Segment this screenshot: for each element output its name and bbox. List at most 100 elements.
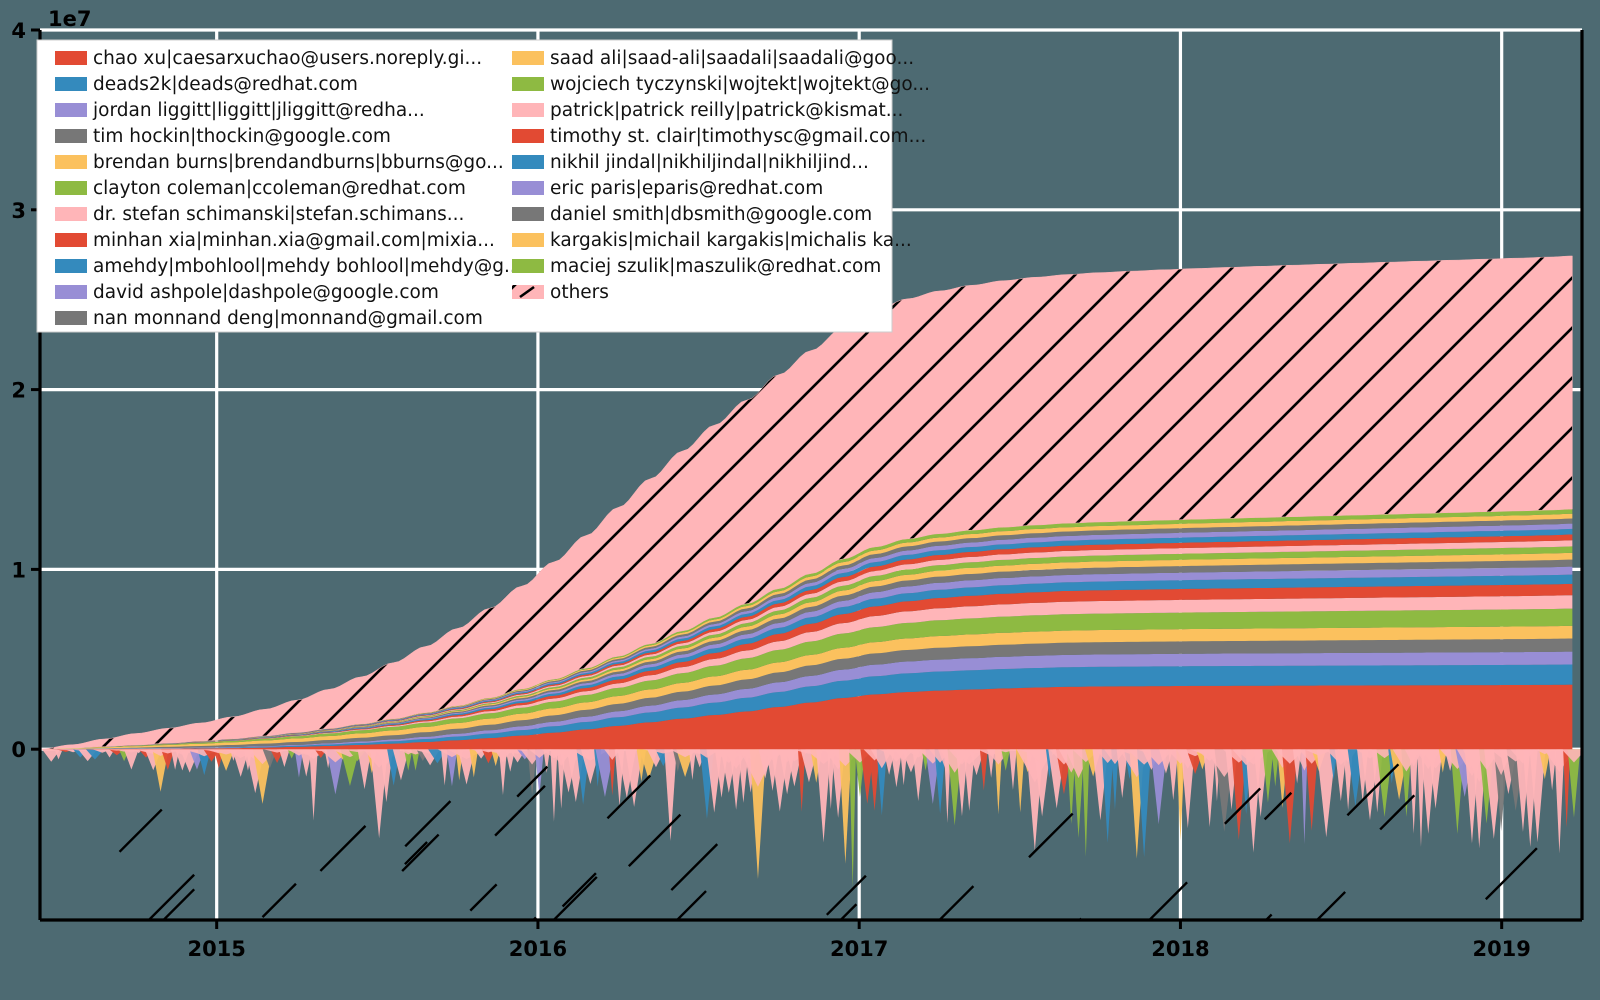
deletion-spike [1101, 749, 1114, 843]
deletion-spike [481, 749, 495, 764]
deletion-spike [876, 749, 888, 816]
legend-swatch [512, 155, 544, 169]
deletion-spike [1180, 749, 1195, 829]
legend-item[interactable]: daniel smith|dbsmith@google.com [512, 204, 872, 225]
legend-swatch [55, 155, 87, 169]
hatch-stroke [561, 872, 597, 908]
legend-label: patrick|patrick reilly|patrick@kismat... [550, 100, 903, 121]
deletion-spike [912, 749, 925, 801]
deletion-spike [1281, 749, 1298, 844]
hatch-stroke [319, 825, 367, 872]
deletion-spike [1168, 749, 1179, 801]
legend-label: nan monnand deng|monnand@gmail.com [93, 308, 483, 329]
legend-label: minhan xia|minhan.xia@gmail.com|mixia... [93, 230, 495, 251]
legend-label: david ashpole|dashpole@google.com [93, 282, 439, 303]
chart-legend[interactable]: chao xu|caesarxuchao@users.noreply.gi...… [36, 39, 930, 333]
hatch-stroke [1379, 794, 1416, 831]
x-tick-label: 2019 [1472, 937, 1530, 961]
legend-hatch-stroke [519, 285, 535, 299]
legend-item[interactable]: clayton coleman|ccoleman@redhat.com [55, 178, 466, 199]
legend-item[interactable]: eric paris|eparis@redhat.com [512, 178, 823, 199]
deletion-spike [340, 749, 360, 787]
legend-label: chao xu|caesarxuchao@users.noreply.gi... [93, 48, 482, 69]
legend-item[interactable]: patrick|patrick reilly|patrick@kismat... [512, 100, 903, 121]
area-series [40, 625, 1573, 750]
legend-swatch [55, 233, 87, 247]
deletion-spike [1009, 749, 1017, 790]
deletion-spike [123, 749, 139, 770]
deletion-spike [1301, 749, 1308, 844]
hatch-stroke [937, 885, 975, 920]
hatch-stroke [1263, 791, 1293, 821]
deletion-spike [300, 749, 313, 777]
legend-item[interactable]: jordan liggitt|liggitt|jliggitt@redha... [55, 100, 425, 121]
deletion-spike [85, 749, 105, 760]
deletion-spike [1409, 749, 1418, 834]
area-series [40, 651, 1573, 750]
deletion-spike [403, 749, 413, 771]
deletion-spike-fringe [1561, 749, 1582, 763]
deletion-spike [1137, 749, 1152, 858]
legend-item[interactable]: others [512, 282, 609, 303]
legend-swatch [55, 207, 87, 221]
area-series [40, 638, 1573, 750]
deletion-spike [357, 749, 372, 790]
legend-item[interactable]: nikhil jindal|nikhiljindal|nikhiljind... [512, 152, 869, 173]
legend-item[interactable]: deads2k|deads@redhat.com [55, 74, 358, 95]
hatch-stroke [261, 882, 297, 919]
hatch-stroke [1484, 847, 1538, 901]
deletion-spike [252, 749, 273, 804]
legend-item[interactable]: david ashpole|dashpole@google.com [55, 282, 439, 303]
hatch-stroke [494, 784, 546, 837]
deletion-spike [457, 749, 476, 785]
deletion-spike [849, 749, 857, 888]
legend-item[interactable]: amehdy|mbohlool|mehdy bohlool|mehdy@g... [55, 256, 522, 277]
legend-item[interactable]: minhan xia|minhan.xia@gmail.com|mixia... [55, 230, 495, 251]
hatch-stroke [469, 883, 498, 912]
legend-swatch [55, 103, 87, 117]
legend-swatch [55, 129, 87, 143]
area-series [40, 608, 1573, 750]
hatch-stroke [1028, 812, 1074, 859]
y-tick-label: 3 [11, 199, 26, 223]
legend-item[interactable]: brendan burns|brendandburns|bburns@go... [55, 152, 504, 173]
legend-item[interactable]: nan monnand deng|monnand@gmail.com [55, 308, 483, 329]
legend-item[interactable]: timothy st. clair|timothysc@gmail.com... [512, 126, 926, 147]
deletion-spike [1150, 749, 1167, 825]
legend-item[interactable]: wojciech tyczynski|wojtekt|wojtekt@go... [512, 74, 930, 95]
legend-item[interactable]: chao xu|caesarxuchao@users.noreply.gi... [55, 48, 482, 69]
legend-item[interactable]: kargakis|michail kargakis|michalis ka... [512, 230, 912, 251]
hatch-stroke [161, 888, 196, 920]
legend-label: clayton coleman|ccoleman@redhat.com [93, 178, 466, 199]
hatch-stroke [1224, 787, 1262, 825]
deletion-spike [1438, 749, 1447, 773]
deletion-spike [534, 749, 544, 796]
deletion-spike [749, 749, 767, 879]
deletion-spike [963, 749, 975, 811]
deletion-spike [890, 749, 903, 788]
x-tick-label: 2017 [830, 937, 888, 961]
deletion-spike [217, 749, 235, 771]
hatch-stroke [606, 774, 652, 820]
legend-swatch [512, 207, 544, 221]
legend-label: amehdy|mbohlool|mehdy bohlool|mehdy@g... [93, 256, 522, 277]
legend-swatch [55, 311, 87, 325]
deletion-spike [1033, 749, 1051, 817]
y-tick-label: 1 [11, 558, 26, 582]
deletion-spike [664, 749, 677, 842]
legend-item[interactable]: saad ali|saad-ali|saadali|saadali@goo... [512, 48, 914, 69]
legend-swatch [512, 233, 544, 247]
deletion-spike [54, 749, 63, 760]
deletion-spike [1428, 749, 1443, 809]
deletion-spike [1417, 749, 1425, 847]
legend-item[interactable]: tim hockin|thockin@google.com [55, 126, 391, 147]
deletion-spike [737, 749, 749, 803]
deletion-spike [498, 749, 507, 796]
legend-box [36, 39, 893, 333]
legend-swatch [512, 129, 544, 143]
legend-item[interactable]: dr. stefan schimanski|stefan.schimans... [55, 204, 464, 225]
legend-item[interactable]: maciej szulik|maszulik@redhat.com [512, 256, 881, 277]
deletion-spike [469, 749, 479, 778]
deletion-spike [1176, 749, 1185, 841]
